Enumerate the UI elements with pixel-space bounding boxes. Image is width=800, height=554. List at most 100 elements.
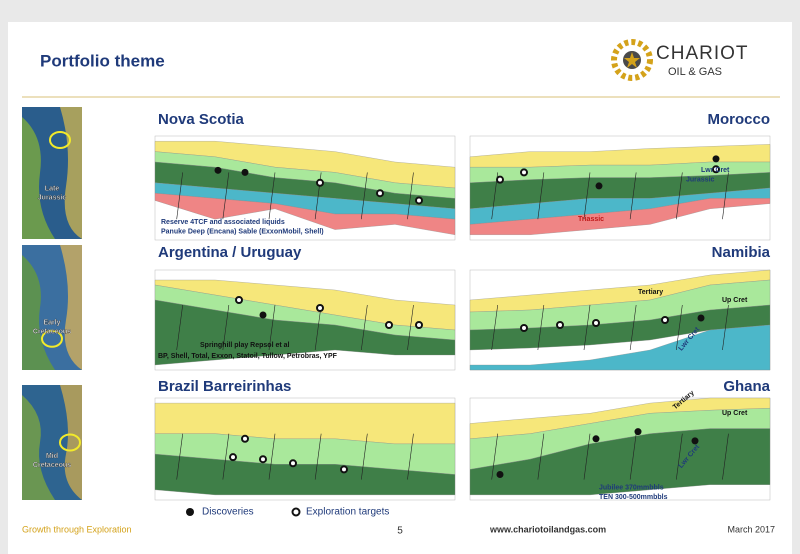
fault-line [222,304,230,351]
target-marker [496,175,504,184]
strata-layer [154,299,456,366]
region-title: Ghana [723,378,770,395]
strata-layer [469,198,771,235]
fault-line [722,172,729,220]
area-highlight [41,329,63,348]
paleo-map: Mid Cretaceous [22,385,82,500]
target-marker [556,321,564,329]
landmass [60,385,82,500]
fault-line [583,172,591,220]
section-label: Panuke Deep (Encana) Sable (ExxonMobil, … [161,229,324,236]
fault-line [676,172,683,220]
fault-line [629,304,637,351]
target-marker [520,168,528,177]
target-marker [241,434,249,443]
target-marker [385,321,393,329]
strata-layer [154,453,456,496]
section-label: Springhill play Repsol et al [200,342,290,349]
logo-icon [611,39,653,81]
slide-title: Portfolio theme [40,51,165,70]
fault-line [629,172,637,220]
fault-line [222,172,230,220]
page-number: 5 [397,526,403,537]
section-label: Lwr Cret [701,167,730,174]
fault-line [268,172,276,220]
area-highlight [59,433,81,452]
fault-line [629,433,637,480]
region-title: Brazil Barreirinhas [158,378,291,395]
section-label: Triassic [578,216,604,223]
fault-line [361,433,368,480]
fault-line [176,172,183,220]
fault-line [407,304,414,351]
fault-line [176,304,183,351]
target-marker [520,324,528,332]
section-label: TEN 300-500mmbbls [599,494,668,501]
paleo-map: Late Jurassic [22,107,82,239]
target-marker [316,304,324,312]
fault-line [222,433,230,480]
target-marker [289,459,297,468]
section-label: Up Cret [722,410,748,417]
fault-line [537,433,545,480]
area-highlight [49,131,71,149]
fault-line [491,433,498,480]
target-marker [661,316,669,324]
target-marker [415,321,423,329]
footer-date: March 2017 [727,524,775,534]
fault-line [407,172,414,220]
legend-target-symbol [291,507,301,517]
region-title: Argentina / Uruguay [158,244,302,261]
fault-line [491,304,498,351]
fault-line [676,304,683,351]
fault-line [407,433,414,480]
cross-section: Lwr Cret Jurassic Triassic [469,135,771,241]
discovery-marker [697,314,705,322]
fault-line [722,433,729,480]
landmass [60,245,82,370]
target-marker [259,455,267,464]
section-label: Tertiary [638,289,663,296]
footer-tagline: Growth through Exploration [22,524,132,534]
fault-line [583,304,591,351]
fault-line [314,433,322,480]
logo-tagline: OIL & GAS [668,66,722,78]
fault-line [176,433,183,480]
cross-section: Reserve 4TCF and associated liquids Panuk… [154,135,456,241]
target-marker [712,165,720,174]
region-title: Morocco [707,111,770,128]
section-label: Jurassic [686,177,715,184]
landmass [60,107,82,239]
legend-label: Discoveries [202,507,254,518]
discovery-marker [691,437,699,445]
section-label: Reserve 4TCF and associated liquids [161,219,285,226]
fault-line [268,433,276,480]
region-title: Namibia [712,244,771,261]
section-label: Jubilee 370mmbbls [599,485,664,492]
target-marker [592,319,600,327]
target-marker [415,196,423,205]
strata-layer [469,428,771,496]
section-label: Up Cret [722,297,748,304]
fault-line [361,172,368,220]
fault-line [537,304,545,351]
map-label: Cretaceous [33,328,71,335]
target-marker [316,178,324,187]
section-label: BP, Shell, Total, Exxon, Statoil, Tullow… [158,353,338,360]
fault-line [268,304,276,351]
region-title: Nova Scotia [158,111,245,128]
landmass [22,117,55,239]
map-label: Jurassic [38,195,67,202]
map-label: Late [45,186,60,193]
discovery-marker [241,168,249,176]
discovery-marker [259,311,267,319]
landmass [22,395,55,500]
fault-line [361,304,368,351]
discovery-marker [595,182,603,190]
footer-website: www.chariotoilandgas.com [489,524,606,534]
target-marker [376,189,384,198]
